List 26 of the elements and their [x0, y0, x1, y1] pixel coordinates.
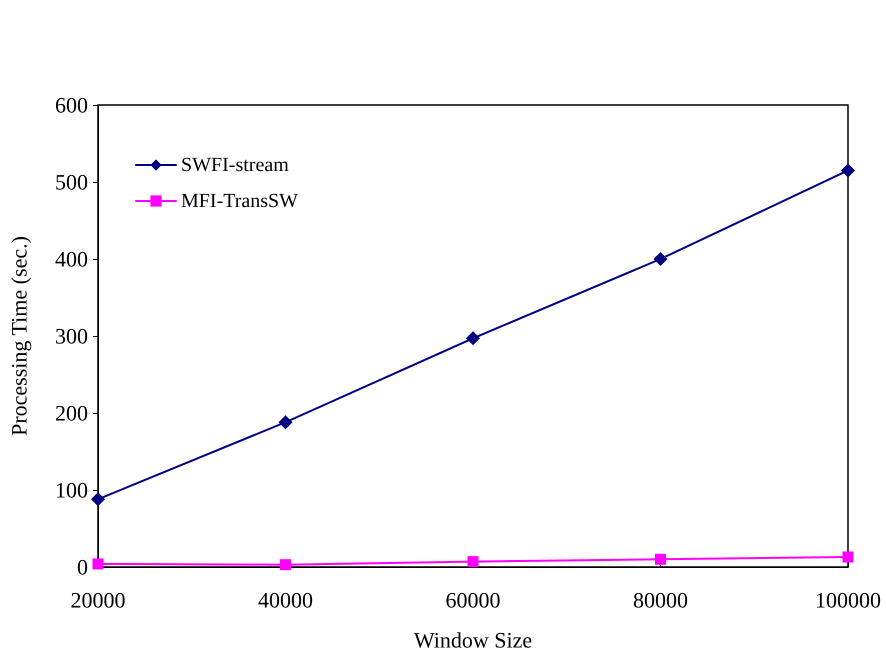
x-tick-label: 100000 — [815, 588, 881, 612]
y-tick-label: 300 — [55, 324, 88, 348]
point — [841, 163, 855, 178]
x-axis-title: Window Size — [414, 628, 532, 652]
x-tick-label: 20000 — [70, 588, 126, 612]
x-tick-label: 80000 — [633, 588, 688, 612]
y-tick-label: 100 — [55, 478, 88, 502]
point — [842, 551, 854, 562]
legend-label: MFI-TransSW — [181, 190, 298, 212]
point — [655, 554, 666, 565]
point — [280, 559, 291, 570]
point — [278, 415, 292, 430]
y-tick-label: 200 — [55, 400, 88, 426]
y-tick-label: 400 — [55, 246, 88, 272]
point — [468, 556, 478, 568]
x-tick-label: 60000 — [446, 588, 500, 612]
y-tick-label: 500 — [55, 170, 88, 194]
point — [466, 331, 480, 346]
y-tick-label: 0 — [77, 554, 88, 580]
legend-label: SWFI-stream — [181, 154, 290, 176]
point — [92, 558, 104, 570]
point — [91, 492, 105, 506]
point — [654, 252, 668, 266]
y-axis-title: Processing Time (sec.) — [6, 236, 32, 436]
x-tick-label: 40000 — [258, 588, 313, 612]
y-tick-label: 600 — [55, 92, 88, 118]
